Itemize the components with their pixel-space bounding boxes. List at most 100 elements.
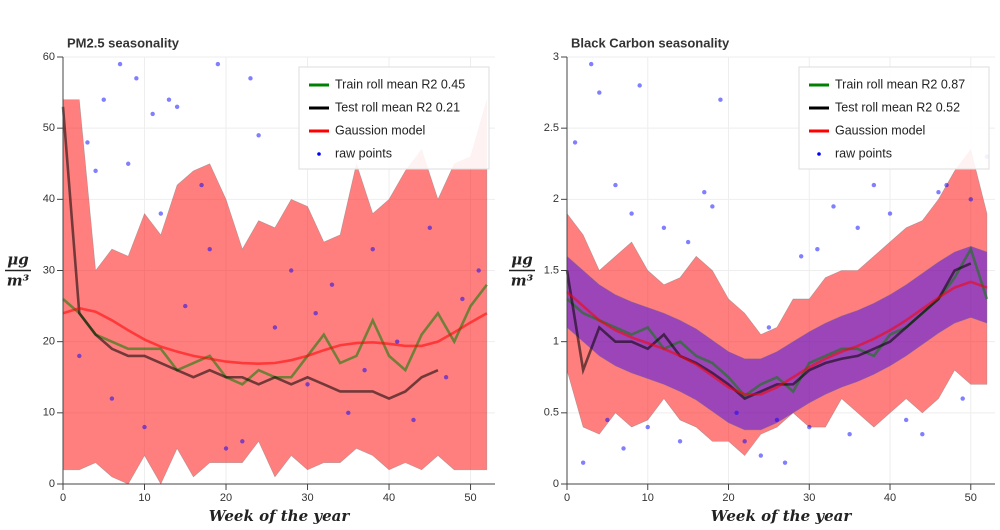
raw-point: [960, 396, 965, 401]
raw-point: [142, 424, 147, 430]
raw-point: [313, 311, 318, 316]
legend-box: [798, 66, 990, 170]
raw-point: [807, 424, 812, 430]
x-tick-label: 20: [220, 492, 232, 504]
y-tick-label: 0.5: [544, 407, 559, 419]
y-tick-label: 1.5: [544, 264, 559, 276]
raw-point: [685, 239, 691, 245]
raw-point: [710, 204, 715, 209]
y-tick-label: 1: [553, 336, 559, 348]
legend-swatch: [817, 152, 821, 156]
x-tick-label: 40: [383, 492, 395, 504]
x-axis-label: Week of the year: [209, 507, 351, 525]
legend-label: Test roll mean R2 0.52: [835, 100, 960, 114]
x-tick-label: 40: [884, 492, 896, 504]
raw-point: [661, 225, 667, 230]
raw-point: [782, 460, 788, 465]
legend-label: Train roll mean R2 0.87: [835, 77, 965, 91]
raw-point: [734, 410, 739, 416]
raw-point: [370, 246, 375, 252]
y-tick-label: 0: [49, 478, 55, 490]
model-band: [566, 245, 988, 431]
raw-point: [572, 140, 578, 145]
raw-point: [968, 197, 973, 202]
raw-point: [248, 76, 253, 81]
legend-label: Gaussion model: [835, 123, 925, 137]
y-tick-label: 40: [43, 193, 55, 205]
x-tick-label: 10: [642, 492, 654, 504]
raw-point: [718, 97, 723, 102]
chart-title: Black Carbon seasonality: [571, 35, 730, 50]
raw-point: [199, 182, 204, 188]
legend-label: Train roll mean R2 0.45: [335, 77, 465, 91]
raw-point: [158, 211, 164, 216]
raw-point: [944, 182, 949, 188]
raw-point: [887, 211, 893, 216]
legend-swatch: [317, 152, 321, 156]
raw-point: [847, 431, 852, 437]
y-tick-label: 20: [43, 336, 55, 348]
raw-point: [329, 282, 335, 287]
series-line: [62, 306, 488, 366]
raw-point: [936, 190, 941, 195]
raw-point: [702, 190, 707, 195]
raw-point: [272, 325, 278, 330]
raw-point: [677, 439, 683, 444]
y-axis-label: m³: [7, 272, 30, 290]
raw-point: [871, 182, 877, 188]
raw-point: [589, 61, 594, 67]
raw-point: [621, 446, 626, 451]
raw-point: [166, 97, 172, 102]
raw-point: [109, 396, 115, 401]
x-tick-label: 30: [301, 492, 313, 504]
series-line: [566, 280, 988, 396]
raw-point: [637, 83, 642, 88]
raw-point: [77, 353, 82, 359]
y-tick-label: 50: [43, 122, 55, 134]
raw-point: [117, 61, 123, 67]
x-tick-label: 0: [564, 492, 570, 504]
x-tick-label: 10: [138, 492, 150, 504]
raw-point: [215, 61, 221, 67]
legend-label: Gaussion model: [335, 123, 425, 137]
y-axis-label: μg: [511, 251, 532, 269]
raw-point: [597, 90, 602, 95]
raw-point: [101, 97, 106, 102]
y-axis-label: μg: [7, 251, 28, 269]
raw-point: [766, 325, 772, 330]
y-tick-label: 2.5: [544, 122, 559, 134]
raw-point: [207, 246, 212, 252]
raw-point: [346, 410, 351, 416]
std-band: [566, 148, 988, 456]
raw-point: [93, 168, 98, 174]
raw-point: [183, 303, 188, 309]
x-tick-label: 20: [722, 492, 734, 504]
chart-title: PM2.5 seasonality: [67, 35, 180, 50]
raw-point: [256, 133, 261, 138]
y-tick-label: 10: [43, 407, 55, 419]
raw-point: [476, 268, 481, 273]
raw-point: [855, 225, 860, 230]
raw-point: [742, 439, 747, 444]
raw-point: [920, 431, 925, 437]
raw-point: [613, 182, 618, 188]
raw-point: [798, 254, 804, 259]
raw-point: [240, 439, 245, 444]
raw-point: [362, 367, 367, 373]
legend-label: raw points: [335, 146, 392, 160]
x-axis-label: Week of the year: [711, 507, 853, 525]
series-line: [61, 106, 439, 401]
raw-point: [134, 76, 139, 81]
y-tick-label: 3: [553, 51, 559, 63]
raw-point: [460, 296, 465, 302]
x-tick-label: 50: [464, 492, 476, 504]
legend-box: [298, 66, 490, 170]
series-line: [565, 262, 972, 401]
raw-point: [289, 268, 294, 273]
legend-label: raw points: [835, 146, 892, 160]
y-tick-label: 2: [553, 193, 559, 205]
legend-label: Test roll mean R2 0.21: [335, 100, 460, 114]
raw-point: [831, 204, 836, 209]
